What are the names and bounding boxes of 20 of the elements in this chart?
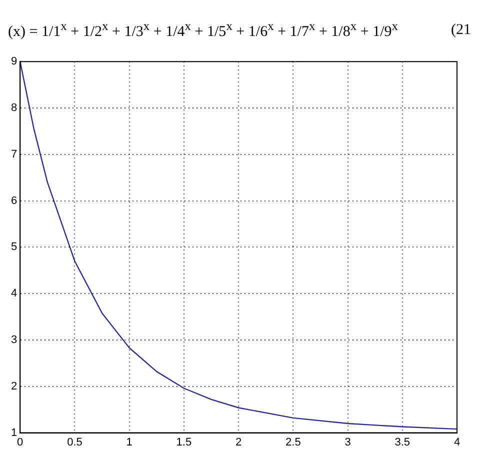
x-tick-label: 3.5 [394, 436, 410, 448]
y-tick-label: 8 [10, 102, 18, 114]
x-tick-label: 1.5 [176, 436, 192, 448]
y-tick-label: 3 [10, 334, 18, 346]
y-tick-label: 9 [10, 56, 18, 68]
y-tick-label: 6 [10, 194, 18, 207]
x-tick-label: 1 [126, 436, 132, 448]
y-tick-label: 5 [10, 241, 18, 254]
x-tick-label: 4 [454, 436, 460, 448]
y-tick-label: 2 [10, 380, 18, 392]
x-tick-label: 0.5 [67, 436, 82, 448]
x-tick-label: 3 [344, 436, 351, 448]
x-tick-label: 2.5 [286, 436, 301, 448]
text: (21 [451, 22, 471, 38]
y-tick-label: 7 [10, 148, 18, 160]
y-tick-label: 4 [10, 288, 18, 300]
chart-title: (x) = 1/1$^{x}$ + 1/2$^{x}$ + 1/3$^{x}$ + 1/4$^{x}$ + 1/5$^{x}$ + 1/6$^{x}$ + 1/7$^{x}$ + 1/8$^{x}$ + 1/9$^{x}$ [8, 19, 398, 40]
y-tick-label: 1 [10, 426, 18, 439]
x-tick-label: 2 [235, 436, 242, 448]
x-tick-label: 0 [17, 436, 24, 448]
